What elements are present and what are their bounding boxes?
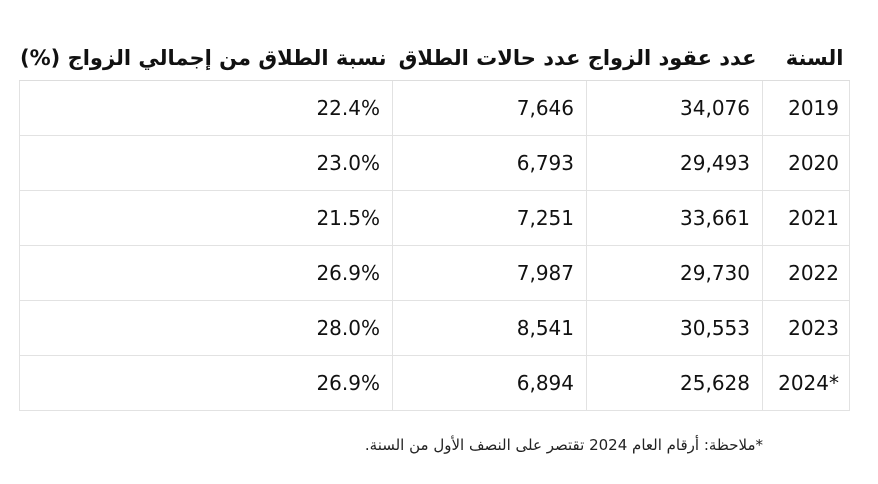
value-cell: 26.9% [19, 245, 393, 301]
table-row: 2020 29,493 6,793 23.0% [19, 135, 850, 191]
data-table: السنة عدد عقود الزواج عدد حالات الطلاق نسبة… [19, 35, 850, 411]
column-header: عدد عقود الزواج [586, 35, 763, 81]
cell-text: 2019 [788, 96, 839, 120]
column-header: نسبة الطلاق من إجمالي الزواج (%) [19, 35, 393, 81]
cell-text: 33,661 [680, 206, 750, 230]
cell-text: 6,793 [516, 151, 574, 175]
table-body: 2019 34,076 7,646 22.4% 2020 29,493 6,793 23.0%… [19, 80, 850, 411]
cell-text: 2023 [788, 316, 839, 340]
table-row: 2022 29,730 7,987 26.9% [19, 245, 850, 301]
table-row: 2019 34,076 7,646 22.4% [19, 80, 850, 136]
year-cell: 2021 [762, 190, 850, 246]
cell-text: 6,894 [516, 371, 574, 395]
cell-text: 2024* [778, 371, 839, 395]
cell-text: 26.9% [316, 371, 380, 395]
year-cell: 2023 [762, 300, 850, 356]
cell-text: 7,987 [516, 261, 574, 285]
cell-text: 29,730 [680, 261, 750, 285]
year-cell: 2022 [762, 245, 850, 301]
cell-text: 7,251 [516, 206, 574, 230]
column-header: السنة [762, 35, 850, 81]
value-cell: 28.0% [19, 300, 393, 356]
value-cell: 7,646 [392, 80, 587, 136]
header-row: السنة عدد عقود الزواج عدد حالات الطلاق نسبة… [19, 35, 850, 81]
value-cell: 25,628 [586, 355, 763, 411]
value-cell: 34,076 [586, 80, 763, 136]
year-cell: 2019 [762, 80, 850, 136]
value-cell: 6,894 [392, 355, 587, 411]
cell-text: 25,628 [680, 371, 750, 395]
value-cell: 26.9% [19, 355, 393, 411]
cell-text: 21.5% [316, 206, 380, 230]
value-cell: 8,541 [392, 300, 587, 356]
value-cell: 29,493 [586, 135, 763, 191]
value-cell: 33,661 [586, 190, 763, 246]
cell-text: 28.0% [316, 316, 380, 340]
value-cell: 29,730 [586, 245, 763, 301]
table-row: 2024* 25,628 6,894 26.9% [19, 355, 850, 411]
cell-text: 2022 [788, 261, 839, 285]
cell-text: 30,553 [680, 316, 750, 340]
cell-text: 29,493 [680, 151, 750, 175]
value-cell: 6,793 [392, 135, 587, 191]
value-cell: 22.4% [19, 80, 393, 136]
value-cell: 30,553 [586, 300, 763, 356]
cell-text: 7,646 [516, 96, 574, 120]
cell-text: 26.9% [316, 261, 380, 285]
value-cell: 23.0% [19, 135, 393, 191]
value-cell: 21.5% [19, 190, 393, 246]
year-cell: 2024* [762, 355, 850, 411]
cell-text: 2020 [788, 151, 839, 175]
cell-text: 23.0% [316, 151, 380, 175]
footnote: *ملاحظة: أرقام العام 2024 تقتصر على النص… [364, 436, 763, 454]
year-cell: 2020 [762, 135, 850, 191]
value-cell: 7,987 [392, 245, 587, 301]
table-row: 2021 33,661 7,251 21.5% [19, 190, 850, 246]
cell-text: 8,541 [516, 316, 574, 340]
cell-text: 22.4% [316, 96, 380, 120]
cell-text: 2021 [788, 206, 839, 230]
column-header: عدد حالات الطلاق [392, 35, 587, 81]
table-row: 2023 30,553 8,541 28.0% [19, 300, 850, 356]
cell-text: 34,076 [680, 96, 750, 120]
value-cell: 7,251 [392, 190, 587, 246]
